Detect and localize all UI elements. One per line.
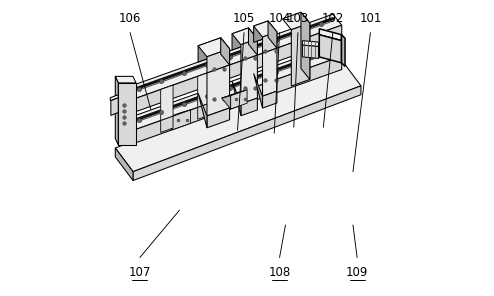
Polygon shape — [222, 90, 247, 98]
Polygon shape — [163, 117, 172, 130]
Polygon shape — [163, 110, 191, 119]
Text: 102: 102 — [322, 12, 344, 25]
Polygon shape — [253, 73, 262, 108]
Polygon shape — [341, 35, 345, 66]
Polygon shape — [253, 21, 268, 42]
Polygon shape — [198, 93, 207, 128]
Polygon shape — [111, 98, 118, 115]
Polygon shape — [241, 39, 257, 61]
Polygon shape — [262, 48, 277, 96]
Polygon shape — [198, 72, 210, 107]
Text: 106: 106 — [119, 12, 141, 25]
Text: 101: 101 — [359, 12, 382, 25]
Polygon shape — [127, 14, 342, 98]
Polygon shape — [222, 96, 231, 109]
Polygon shape — [283, 12, 310, 30]
Text: 103: 103 — [287, 12, 309, 25]
Polygon shape — [319, 29, 341, 41]
Polygon shape — [241, 98, 257, 116]
Polygon shape — [161, 116, 173, 132]
Polygon shape — [241, 55, 257, 104]
Polygon shape — [302, 41, 319, 46]
Text: 109: 109 — [346, 266, 369, 279]
Polygon shape — [115, 148, 133, 181]
Polygon shape — [198, 38, 230, 57]
Text: 107: 107 — [128, 266, 151, 279]
Text: 104: 104 — [268, 12, 291, 25]
Polygon shape — [136, 25, 342, 112]
Polygon shape — [161, 85, 173, 120]
Polygon shape — [268, 21, 277, 48]
Polygon shape — [301, 12, 310, 79]
Polygon shape — [253, 21, 277, 37]
Polygon shape — [262, 32, 277, 53]
Polygon shape — [110, 95, 118, 101]
Polygon shape — [231, 90, 247, 109]
Polygon shape — [232, 28, 248, 50]
Polygon shape — [221, 38, 230, 65]
Polygon shape — [127, 45, 342, 129]
Polygon shape — [133, 86, 361, 181]
Polygon shape — [115, 76, 136, 83]
Polygon shape — [232, 28, 257, 45]
Text: 105: 105 — [233, 12, 255, 25]
Polygon shape — [248, 28, 257, 55]
Polygon shape — [207, 65, 230, 116]
Polygon shape — [136, 56, 342, 143]
Polygon shape — [118, 83, 136, 145]
Polygon shape — [319, 35, 341, 63]
Text: 108: 108 — [268, 266, 290, 279]
Polygon shape — [115, 62, 361, 172]
Polygon shape — [207, 108, 230, 128]
Polygon shape — [198, 103, 210, 119]
Polygon shape — [232, 81, 241, 116]
Polygon shape — [291, 23, 310, 86]
Polygon shape — [207, 49, 230, 73]
Polygon shape — [198, 38, 221, 62]
Polygon shape — [262, 91, 277, 108]
Polygon shape — [127, 118, 136, 143]
Polygon shape — [115, 76, 118, 145]
Polygon shape — [302, 45, 319, 58]
Polygon shape — [127, 87, 136, 112]
Polygon shape — [172, 110, 191, 130]
